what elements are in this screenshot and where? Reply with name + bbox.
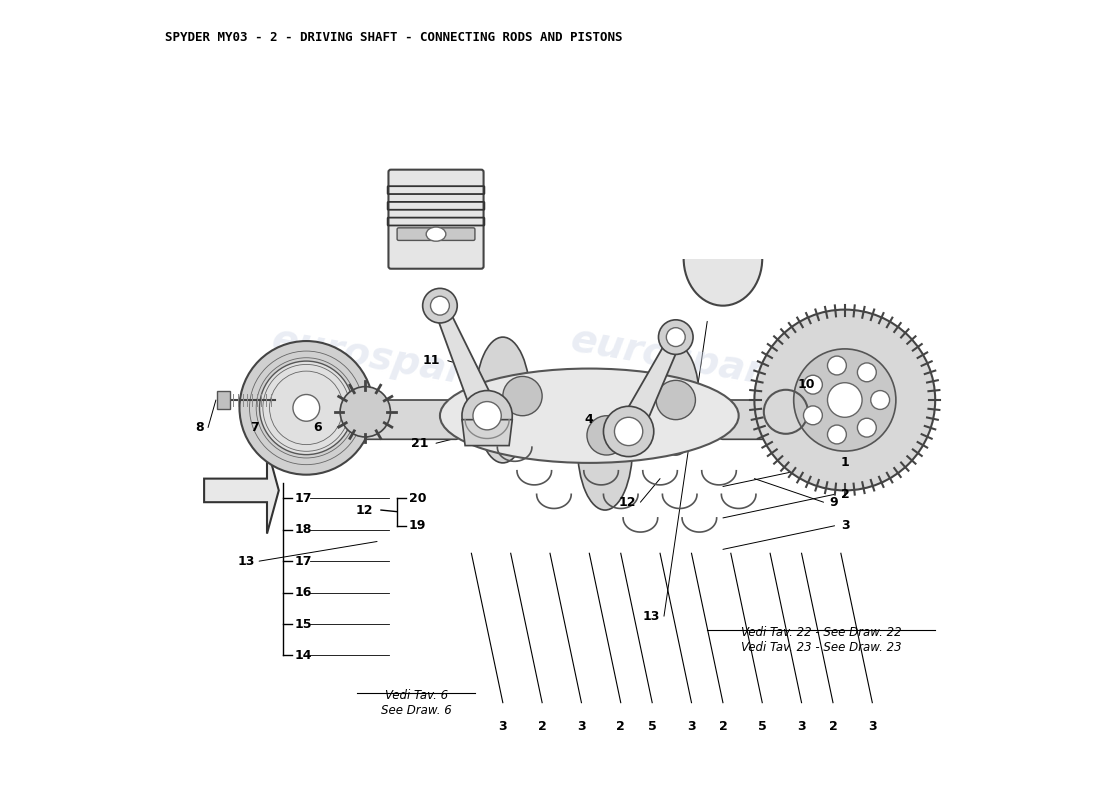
Text: 20: 20 — [408, 492, 426, 505]
Text: 4: 4 — [584, 413, 593, 426]
Circle shape — [871, 390, 890, 410]
FancyBboxPatch shape — [326, 400, 460, 439]
Circle shape — [857, 418, 877, 437]
Circle shape — [827, 382, 862, 418]
Text: 7: 7 — [251, 421, 260, 434]
Text: 11: 11 — [422, 354, 440, 367]
Ellipse shape — [578, 384, 632, 510]
Circle shape — [827, 425, 846, 444]
Text: 2: 2 — [840, 488, 849, 501]
Text: 3: 3 — [798, 720, 806, 733]
Circle shape — [794, 349, 895, 451]
Circle shape — [240, 341, 373, 474]
Text: 9: 9 — [829, 496, 838, 509]
Circle shape — [340, 386, 390, 437]
Circle shape — [604, 406, 653, 457]
Circle shape — [430, 296, 450, 315]
Polygon shape — [615, 337, 683, 431]
Circle shape — [503, 377, 542, 416]
Circle shape — [803, 375, 823, 394]
Text: 3: 3 — [688, 720, 696, 733]
Text: 1: 1 — [840, 456, 849, 470]
Text: 14: 14 — [295, 649, 312, 662]
Circle shape — [615, 418, 642, 446]
Text: 2: 2 — [616, 720, 625, 733]
Text: 18: 18 — [295, 523, 312, 536]
Text: Vedi Tav. 22 - See Draw. 22
Vedi Tav. 23 - See Draw. 23: Vedi Tav. 22 - See Draw. 22 Vedi Tav. 23… — [741, 626, 902, 654]
Circle shape — [827, 356, 846, 375]
Text: SPYDER MY03 - 2 - DRIVING SHAFT - CONNECTING RODS AND PISTONS: SPYDER MY03 - 2 - DRIVING SHAFT - CONNEC… — [165, 30, 623, 43]
Circle shape — [422, 288, 458, 323]
Circle shape — [659, 320, 693, 354]
Ellipse shape — [652, 345, 700, 455]
Circle shape — [803, 406, 823, 425]
Circle shape — [293, 394, 320, 422]
Circle shape — [462, 390, 513, 441]
Text: Vedi Tav. 6
See Draw. 6: Vedi Tav. 6 See Draw. 6 — [381, 689, 452, 717]
Text: 3: 3 — [868, 720, 877, 733]
Text: 2: 2 — [828, 720, 837, 733]
Polygon shape — [433, 306, 502, 416]
Bar — [675, 180, 770, 258]
Text: 3: 3 — [578, 720, 586, 733]
Text: 13: 13 — [238, 554, 255, 568]
Text: 10: 10 — [798, 378, 815, 390]
Text: 12: 12 — [355, 503, 373, 517]
Ellipse shape — [683, 211, 762, 306]
Text: 16: 16 — [295, 586, 312, 599]
Circle shape — [260, 361, 353, 454]
FancyBboxPatch shape — [719, 400, 790, 439]
Text: 5: 5 — [758, 720, 767, 733]
Text: 17: 17 — [295, 554, 312, 568]
Text: eurospares: eurospares — [268, 321, 517, 401]
Circle shape — [857, 363, 877, 382]
Text: 21: 21 — [410, 437, 428, 450]
Circle shape — [755, 310, 935, 490]
Bar — [218, 390, 230, 410]
Circle shape — [587, 416, 626, 455]
FancyBboxPatch shape — [388, 170, 484, 269]
Text: 5: 5 — [648, 720, 657, 733]
Text: 8: 8 — [196, 421, 205, 434]
Polygon shape — [205, 447, 278, 534]
Ellipse shape — [475, 337, 530, 463]
Text: 17: 17 — [295, 492, 312, 505]
Text: 19: 19 — [408, 519, 426, 532]
Text: 2: 2 — [538, 720, 547, 733]
Circle shape — [656, 380, 695, 420]
Text: 13: 13 — [642, 610, 660, 622]
Text: 3: 3 — [840, 519, 849, 532]
Circle shape — [473, 402, 502, 430]
Text: 6: 6 — [314, 421, 322, 434]
FancyBboxPatch shape — [397, 228, 475, 241]
Ellipse shape — [440, 369, 739, 463]
Ellipse shape — [426, 227, 446, 242]
Text: 2: 2 — [718, 720, 727, 733]
Circle shape — [667, 328, 685, 346]
Text: 3: 3 — [498, 720, 507, 733]
Text: 15: 15 — [295, 618, 312, 630]
Text: 12: 12 — [619, 496, 637, 509]
Polygon shape — [462, 420, 513, 446]
Text: eurospares: eurospares — [568, 321, 816, 401]
